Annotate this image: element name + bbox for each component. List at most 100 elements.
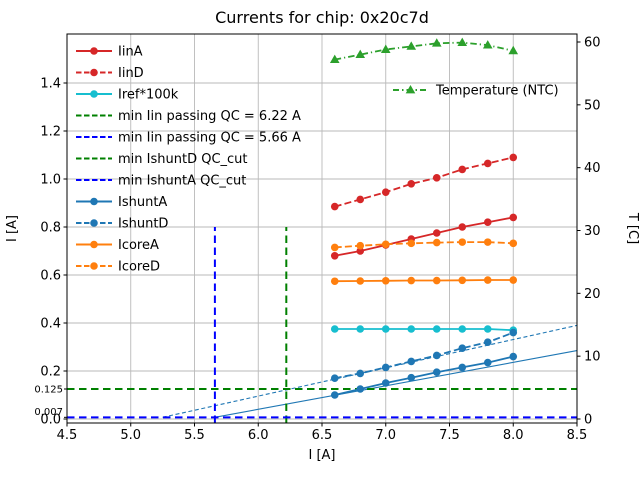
series-iina-marker-0 xyxy=(330,252,339,260)
y-left-extra-tick-label: 0.125 xyxy=(34,385,63,396)
series-temperature-ntc-marker-4 xyxy=(431,38,442,47)
series-icorea-marker-3 xyxy=(407,276,416,285)
legend-item-ishunta-sample-marker xyxy=(90,197,98,206)
series-icored-marker-7 xyxy=(509,239,518,248)
series-icored-marker-1 xyxy=(356,241,365,250)
series-ishunta-marker-6 xyxy=(483,358,492,367)
series-temperature-ntc-marker-5 xyxy=(457,37,468,47)
legend-item-min-iin-passing-qc-5-66-a-label: min Iin passing QC = 5.66 A xyxy=(118,131,301,146)
legend-item-ishunta-label: IshuntA xyxy=(118,195,167,210)
series-iref-100k-marker-3 xyxy=(407,325,416,333)
series-icored-marker-6 xyxy=(483,238,492,246)
series-layer xyxy=(329,37,519,399)
legend-item-iind-label: IinD xyxy=(118,66,144,81)
series-ishunta-marker-1 xyxy=(356,385,365,393)
series-ishunta-marker-0 xyxy=(330,391,339,399)
legend-item-icorea-label: IcoreA xyxy=(118,238,159,253)
x-tick-label: 4.5 xyxy=(57,428,78,443)
y-left-tick-label: 1.2 xyxy=(40,125,61,140)
y-axis-right-label: T [C] xyxy=(625,212,640,244)
legend-item-min-ishunta-qc-cut-label: min IshuntA QC_cut xyxy=(118,174,246,189)
legend-item-temperature-ntc-label: Temperature (NTC) xyxy=(435,84,559,99)
series-temperature-ntc-marker-3 xyxy=(406,41,417,50)
series-iind-marker-0 xyxy=(330,202,339,211)
series-iind-marker-2 xyxy=(381,188,390,196)
series-iina-marker-7 xyxy=(509,213,518,222)
series-ishuntd-marker-4 xyxy=(432,351,441,360)
series-iind-marker-7 xyxy=(509,153,518,162)
x-tick-label: 6.0 xyxy=(248,428,269,443)
x-tick-label: 6.5 xyxy=(312,428,333,443)
series-temperature-ntc-marker-1 xyxy=(355,49,366,58)
y-left-tick-label: 1.0 xyxy=(40,173,61,188)
y-right-tick-label: 40 xyxy=(584,161,601,176)
legend-item-iind-sample-marker xyxy=(90,68,98,77)
series-iind-marker-1 xyxy=(356,195,365,204)
series-ishuntd-marker-6 xyxy=(483,338,492,347)
x-tick-label: 5.0 xyxy=(120,428,141,443)
series-iind-marker-4 xyxy=(432,174,441,182)
legend-item-iina-label: IinA xyxy=(118,45,143,60)
series-icorea-marker-2 xyxy=(381,276,390,285)
reference-lines-layer xyxy=(67,227,577,423)
series-iref-100k-line xyxy=(334,328,514,332)
series-ishuntd-marker-7 xyxy=(509,328,518,337)
series-icored-line xyxy=(334,241,514,249)
series-iina-marker-1 xyxy=(356,247,365,255)
series-ishuntd-marker-0 xyxy=(330,374,339,383)
x-tick-label: 8.5 xyxy=(567,428,588,443)
x-tick-label: 5.5 xyxy=(184,428,205,443)
series-icorea-marker-5 xyxy=(458,276,467,285)
y-right-tick-label: 30 xyxy=(584,224,601,239)
series-icorea-marker-4 xyxy=(432,276,441,285)
legend-temperature: Temperature (NTC) xyxy=(393,84,559,99)
series-ishunta-marker-3 xyxy=(407,373,416,382)
series-icorea-line xyxy=(334,279,514,283)
series-icorea-marker-1 xyxy=(356,277,365,285)
y-left-tick-label: 0.2 xyxy=(40,365,61,380)
series-iina-marker-6 xyxy=(483,218,492,226)
y-left-tick-label: 0.6 xyxy=(40,269,61,284)
y-right-tick-label: 10 xyxy=(584,350,601,365)
series-ishuntd-marker-2 xyxy=(381,363,390,372)
series-iref-100k-marker-0 xyxy=(330,325,339,333)
y-left-tick-label: 0.8 xyxy=(40,221,61,236)
legend-item-icored-sample-marker xyxy=(90,262,98,270)
y-right-tick-label: 60 xyxy=(584,36,601,51)
fit-line-ishunta-fit xyxy=(214,350,578,418)
series-ishunta-marker-5 xyxy=(458,363,467,372)
series-iind-marker-3 xyxy=(407,180,416,188)
series-icorea-marker-0 xyxy=(330,277,339,286)
series-ishunta-marker-2 xyxy=(381,379,390,387)
series-icored-marker-2 xyxy=(381,240,390,249)
series-icorea-marker-6 xyxy=(483,276,492,284)
series-temperature-ntc-marker-0 xyxy=(329,54,340,63)
x-tick-label: 8.0 xyxy=(503,428,524,443)
series-icorea-marker-7 xyxy=(509,276,518,284)
series-iina-marker-4 xyxy=(432,229,441,237)
series-icored-marker-0 xyxy=(330,243,339,252)
y-left-tick-label: 0.4 xyxy=(40,317,61,332)
series-icored-marker-5 xyxy=(458,238,467,246)
legend-item-ishuntd-sample-marker xyxy=(90,219,98,227)
series-ishuntd-marker-1 xyxy=(356,369,365,378)
series-ishunta-line xyxy=(334,355,514,396)
series-iref-100k-marker-2 xyxy=(381,325,390,333)
series-ishuntd-marker-3 xyxy=(407,357,416,366)
series-iref-100k-marker-5 xyxy=(458,325,467,333)
series-iina-marker-5 xyxy=(458,223,467,231)
x-axis-label: I [A] xyxy=(308,448,335,463)
legend-main: IinA IinD Iref*100k min Iin passing QC = 6.… xyxy=(76,45,301,275)
legend-item-iref-100k-sample-marker xyxy=(90,90,98,98)
series-iind-marker-5 xyxy=(458,165,467,174)
series-iref-100k-marker-4 xyxy=(432,325,441,333)
y-right-tick-label: 20 xyxy=(584,287,601,302)
legend-item-temperature-ntc-sample-marker xyxy=(405,85,416,94)
x-tick-label: 7.0 xyxy=(375,428,396,443)
series-icored-marker-4 xyxy=(432,238,441,247)
x-tick-label: 7.5 xyxy=(439,428,460,443)
legend-item-ishuntd-label: IshuntD xyxy=(118,217,168,232)
legend-item-icorea-sample-marker xyxy=(90,240,98,249)
